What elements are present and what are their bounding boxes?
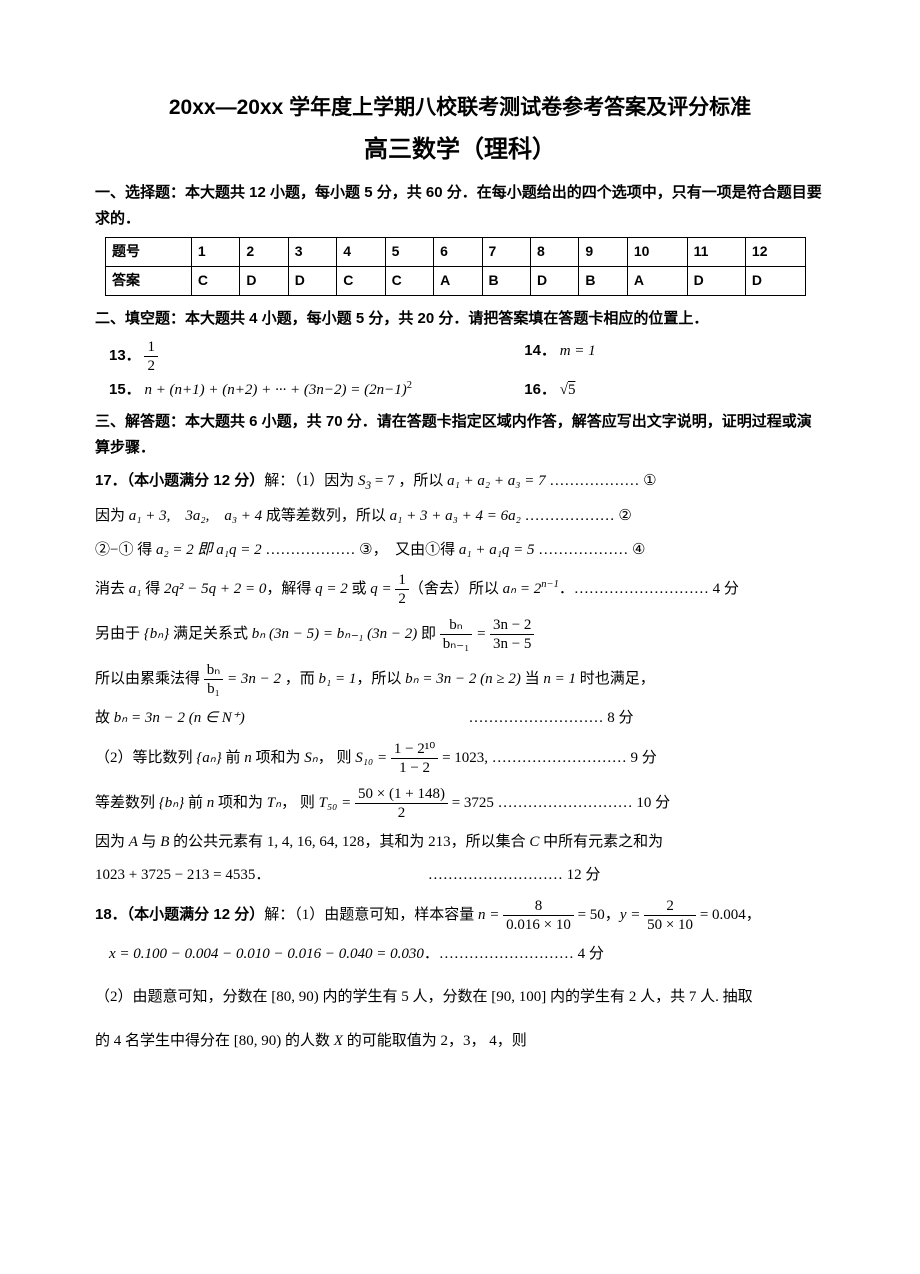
answer-cell: A [434, 267, 482, 296]
q18-line2: x = 0.100 − 0.004 − 0.010 − 0.016 − 0.04… [95, 942, 825, 968]
number-cell: 10 [627, 238, 687, 267]
section-2-heading: 二、填空题：本大题共 4 小题，每小题 5 分，共 20 分．请把答案填在答题卡… [95, 306, 825, 332]
q15-label: 15． [109, 381, 141, 398]
q17-line11: 1023 + 3725 − 213 = 4535． ……………………… 12 分 [95, 863, 825, 889]
q18-line4: 的 4 名学生中得分在 [80, 90) 的人数 X 的可能取值为 2，3， 4… [95, 1029, 825, 1055]
answer-cell: C [191, 267, 239, 296]
q17-label: 17．（本小题满分 12 分） [95, 472, 264, 489]
q15-q16-row: 15． n + (n+1) + (n+2) + ··· + (3n−2) = (… [95, 377, 825, 404]
q18-label: 18．（本小题满分 12 分） [95, 906, 264, 923]
number-cell: 1 [191, 238, 239, 267]
q17-line1: 17．（本小题满分 12 分）解：（1）因为 S3 = 7 ，所以 a₁ + a… [95, 468, 825, 496]
answer-cell: D [240, 267, 288, 296]
answer-cell: C [385, 267, 433, 296]
q16-answer: √5 [560, 382, 576, 398]
number-cell: 6 [434, 238, 482, 267]
number-cell: 2 [240, 238, 288, 267]
number-cell: 11 [687, 238, 745, 267]
header-label-cell: 题号 [106, 238, 192, 267]
section-3-heading: 三、解答题：本大题共 6 小题，共 70 分．请在答题卡指定区域内作答，解答应写… [95, 409, 825, 460]
q13-label: 13． [109, 347, 141, 364]
number-cell: 4 [337, 238, 385, 267]
number-cell: 5 [385, 238, 433, 267]
q13-q14-row: 13． 12 14． m = 1 [95, 338, 825, 375]
q18-line1: 18．（本小题满分 12 分）解：（1）由题意可知，样本容量 n = 80.01… [95, 897, 825, 934]
q15-answer: n + (n+1) + (n+2) + ··· + (3n−2) = (2n−1… [144, 382, 412, 398]
number-cell: 3 [288, 238, 336, 267]
q17-line6: 所以由累乘法得 bₙb₁ = 3n − 2 ，而 b₁ = 1，所以 bₙ = … [95, 661, 825, 698]
page-title-sub: 高三数学（理科） [95, 130, 825, 171]
answer-cell: D [530, 267, 578, 296]
q17-line9: 等差数列 {bₙ} 前 n 项和为 Tₙ， 则 T₅₀ = 50 × (1 + … [95, 785, 825, 822]
answer-cell: D [687, 267, 745, 296]
answer-cell: C [337, 267, 385, 296]
q17-line8: （2）等比数列 {aₙ} 前 n 项和为 Sₙ， 则 S₁₀ = 1 − 2¹⁰… [95, 740, 825, 777]
answer-label-cell: 答案 [106, 267, 192, 296]
answer-table: 题号 1 2 3 4 5 6 7 8 9 10 11 12 答案 C D D C… [105, 237, 806, 296]
q17-line2: 因为 a₁ + 3, 3a₂, a₃ + 4 成等差数列，所以 a₁ + 3 +… [95, 504, 825, 530]
answer-cell: D [288, 267, 336, 296]
number-cell: 8 [530, 238, 578, 267]
number-cell: 12 [745, 238, 805, 267]
q17-line4: 消去 a₁ 得 2q² − 5q + 2 = 0，解得 q = 2 或 q = … [95, 571, 825, 608]
q18-line3: （2）由题意可知，分数在 [80, 90) 内的学生有 5 人，分数在 [90,… [95, 985, 825, 1011]
table-row-answers: 答案 C D D C C A B D B A D D [106, 267, 806, 296]
page-title-main: 20xx—20xx 学年度上学期八校联考测试卷参考答案及评分标准 [95, 90, 825, 126]
answer-cell: B [482, 267, 530, 296]
q17-line7: 故 bₙ = 3n − 2 (n ∈ N⁺) ……………………… 8 分 [95, 706, 825, 732]
section-1-heading: 一、选择题：本大题共 12 小题，每小题 5 分，共 60 分．在每小题给出的四… [95, 180, 825, 231]
answer-cell: B [579, 267, 627, 296]
q14-answer: m = 1 [560, 343, 596, 359]
answer-cell: A [627, 267, 687, 296]
q17-line3: ②−① 得 a₂ = 2 即 a₁q = 2 ……………… ③， 又由①得 a₁… [95, 538, 825, 564]
number-cell: 9 [579, 238, 627, 267]
number-cell: 7 [482, 238, 530, 267]
q17-line10: 因为 A 与 B 的公共元素有 1, 4, 16, 64, 128，其和为 21… [95, 830, 825, 856]
answer-cell: D [745, 267, 805, 296]
q14-label: 14． [524, 342, 556, 359]
q17-line5: 另由于 {bₙ} 满足关系式 bₙ (3n − 5) = bₙ₋₁ (3n − … [95, 616, 825, 653]
q13-answer: 12 [144, 338, 158, 375]
q16-label: 16． [524, 381, 556, 398]
table-row-header: 题号 1 2 3 4 5 6 7 8 9 10 11 12 [106, 238, 806, 267]
